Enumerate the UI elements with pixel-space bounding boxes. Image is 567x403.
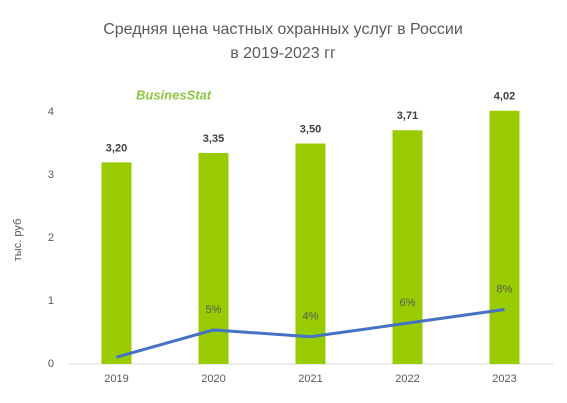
x-tick-label: 2021: [298, 373, 322, 385]
y-tick-label: 1: [48, 295, 54, 307]
line-value-label: 4%: [303, 311, 319, 323]
y-tick-label: 2: [48, 232, 54, 244]
bar-value-label: 3,50: [300, 123, 321, 135]
bar-value-label: 3,35: [203, 133, 224, 145]
line-value-label: 8%: [497, 283, 513, 295]
chart-title: Средняя цена частных охранных услуг в Ро…: [103, 21, 463, 38]
y-tick-label: 3: [48, 169, 54, 181]
bar-value-label: 3,71: [397, 110, 418, 122]
x-tick-label: 2020: [201, 373, 225, 385]
bar-value-label: 4,02: [494, 91, 515, 103]
bar-value-label: 3,20: [106, 142, 127, 154]
x-tick-label: 2019: [104, 373, 128, 385]
chart-title: в 2019-2023 гг: [230, 45, 336, 62]
x-tick-label: 2022: [395, 373, 419, 385]
line: [116, 308, 505, 359]
x-tick-label: 2023: [492, 373, 516, 385]
y-tick-label: 4: [48, 106, 54, 118]
bar: [392, 130, 423, 364]
bar: [101, 162, 132, 364]
y-tick-label: 0: [48, 358, 54, 370]
bar: [489, 110, 520, 365]
y-axis-label: тыс. руб: [12, 219, 24, 261]
line-value-label: 5%: [206, 304, 222, 316]
bar: [295, 143, 326, 364]
line-value-label: 6%: [400, 297, 416, 309]
logo: BusinesStat: [136, 87, 212, 102]
